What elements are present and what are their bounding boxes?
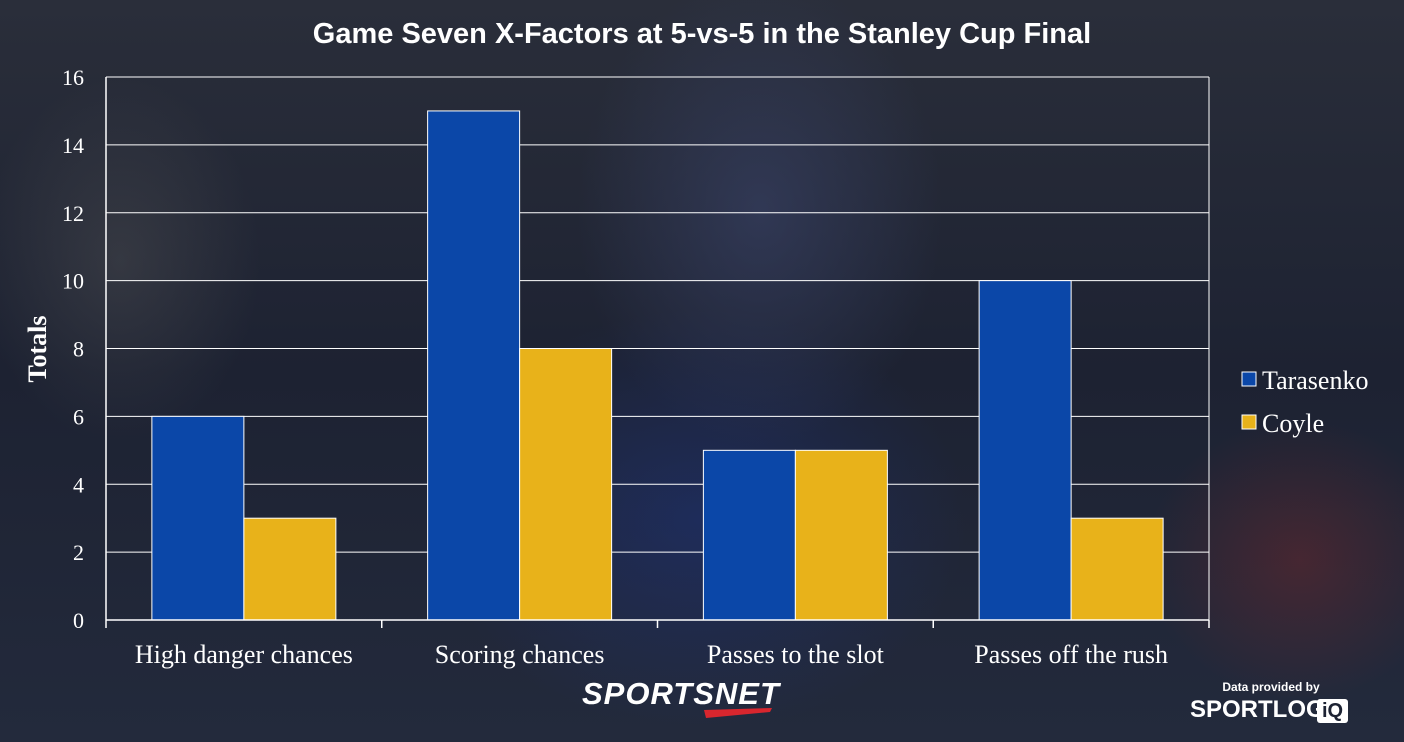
x-category-label: High danger chances (135, 640, 353, 669)
legend-swatch (1241, 371, 1257, 387)
y-tick-label: 0 (73, 608, 84, 633)
chart-title: Game Seven X-Factors at 5-vs-5 in the St… (313, 18, 1091, 50)
data-credit: Data provided by (1222, 680, 1320, 694)
sportsnet-swoosh-icon (704, 708, 772, 718)
bar-coyle (794, 449, 888, 621)
sportsnet-logo: SPORTSNET (582, 676, 780, 711)
bar-coyle (519, 348, 613, 621)
y-tick-label: 6 (73, 404, 84, 429)
y-axis-ticks: 0 2 4 6 8 10 12 14 16 (62, 65, 84, 633)
y-tick-label: 14 (62, 133, 84, 158)
y-tick-label: 2 (73, 540, 84, 565)
axes (105, 77, 1210, 628)
x-category-label: Passes to the slot (707, 640, 885, 669)
legend: Tarasenko Coyle (1241, 366, 1368, 438)
x-axis-categories: High danger chances Scoring chances Passes… (135, 640, 1168, 669)
y-axis-label: Totals (23, 316, 52, 383)
y-tick-label: 10 (62, 269, 84, 294)
x-category-label: Passes off the rush (974, 640, 1168, 669)
y-tick-label: 16 (62, 65, 84, 90)
legend-label: Tarasenko (1262, 366, 1368, 395)
bar-tarasenko (151, 415, 245, 621)
bar-coyle (243, 517, 337, 621)
bar-tarasenko (702, 449, 796, 621)
sportlogiq-badge: iQ (1317, 699, 1348, 723)
bars (151, 110, 1164, 621)
y-tick-label: 4 (73, 472, 84, 497)
legend-label: Coyle (1262, 409, 1324, 438)
x-category-label: Scoring chances (435, 640, 605, 669)
y-tick-label: 8 (73, 337, 84, 362)
sportlogiq-badge-text: iQ (1321, 700, 1344, 722)
bar-tarasenko (427, 110, 521, 621)
y-tick-label: 12 (62, 201, 84, 226)
bar-coyle (1070, 517, 1164, 621)
legend-swatch (1241, 414, 1257, 430)
sportlogiq-logo: SPORTLOG (1190, 696, 1325, 723)
bar-tarasenko (978, 280, 1072, 621)
